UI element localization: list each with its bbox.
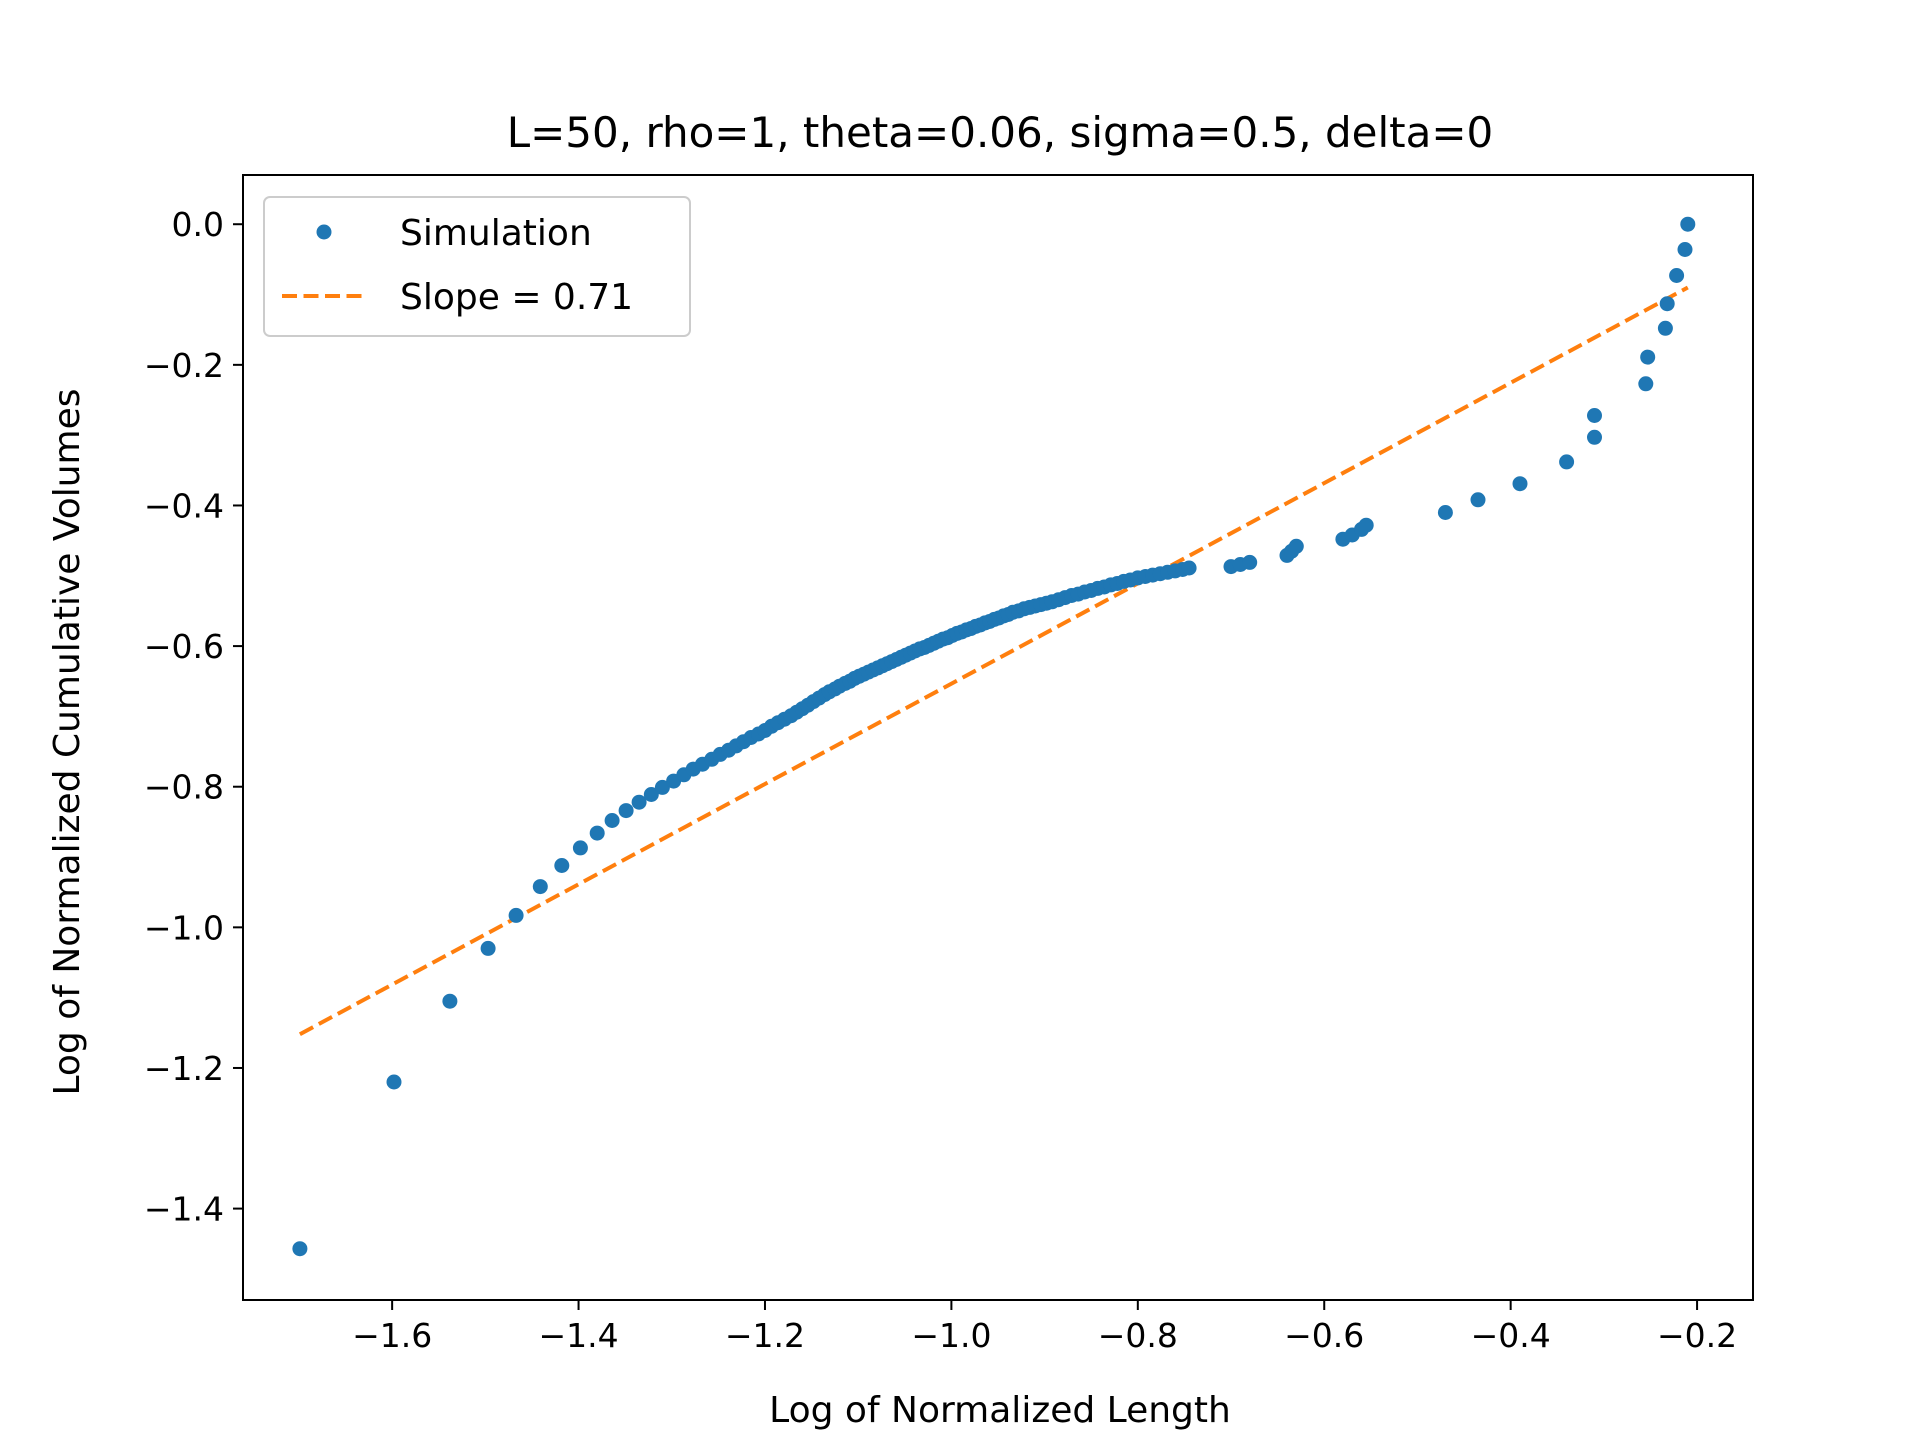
data-point: [508, 907, 524, 923]
data-point: [1437, 505, 1453, 520]
plot-area: [292, 216, 1696, 1257]
y-tick-label: −1.0: [144, 908, 224, 947]
x-tick-label: −0.4: [1471, 1316, 1551, 1355]
data-point: [1640, 349, 1656, 365]
fit-line: [298, 285, 1689, 1036]
data-point: [1638, 376, 1654, 392]
data-point: [631, 794, 647, 810]
chart-title: L=50, rho=1, theta=0.06, sigma=0.5, delt…: [507, 108, 1494, 157]
data-point: [1677, 242, 1693, 257]
y-tick-label: −1.2: [144, 1049, 224, 1088]
x-tick-label: −1.2: [725, 1316, 805, 1355]
y-tick-label: −0.6: [144, 627, 224, 666]
y-tick-label: −0.8: [144, 768, 224, 807]
y-tick-label: −1.4: [144, 1190, 224, 1229]
data-point: [643, 787, 659, 802]
data-point: [1470, 492, 1486, 508]
legend: Simulation Slope = 0.71: [263, 196, 691, 337]
legend-box: [263, 196, 691, 337]
legend-label-slope: Slope = 0.71: [400, 277, 633, 318]
legend-label-simulation: Simulation: [400, 213, 592, 254]
data-point: [442, 993, 458, 1009]
data-point: [1657, 320, 1673, 336]
plot-frame: [242, 174, 1754, 1301]
data-point: [1288, 538, 1304, 554]
data-point: [1587, 408, 1602, 423]
data-point: [1512, 476, 1528, 492]
x-tick-label: −1.6: [352, 1316, 432, 1355]
data-point: [554, 858, 570, 873]
data-point: [572, 840, 588, 856]
y-tick-label: −0.4: [144, 486, 224, 525]
data-point: [1680, 216, 1696, 232]
y-axis-label: Log of Normalized Cumulative Volumes: [47, 388, 88, 1095]
data-point: [1242, 554, 1258, 570]
data-point: [604, 813, 620, 828]
data-point: [1587, 429, 1602, 445]
data-point: [1669, 268, 1685, 283]
data-point: [1358, 517, 1374, 533]
data-point: [1559, 454, 1575, 470]
data-point: [618, 803, 634, 819]
x-tick-label: −1.4: [538, 1316, 618, 1355]
x-tick-label: −1.0: [911, 1316, 991, 1355]
y-tick-label: −0.2: [144, 346, 224, 385]
axes: −1.6 −1.4 −1.2 −1.0 −0.8 −0.6 −0.4 −0.2 0.0 −0.2 −…: [144, 174, 1754, 1355]
x-tick-label: −0.8: [1098, 1316, 1178, 1355]
data-point: [1659, 296, 1675, 312]
x-tick-label: −0.6: [1284, 1316, 1364, 1355]
x-tick-label: −0.2: [1657, 1316, 1737, 1355]
data-point: [654, 779, 670, 795]
data-point: [480, 940, 496, 956]
x-axis-label: Log of Normalized Length: [769, 1390, 1231, 1431]
data-point: [292, 1241, 308, 1257]
data-point: [386, 1074, 402, 1090]
legend-marker-simulation: [316, 224, 332, 240]
data-point: [1181, 560, 1197, 576]
data-point: [589, 825, 605, 841]
data-point: [532, 879, 548, 895]
y-tick-label: 0.0: [172, 205, 224, 244]
